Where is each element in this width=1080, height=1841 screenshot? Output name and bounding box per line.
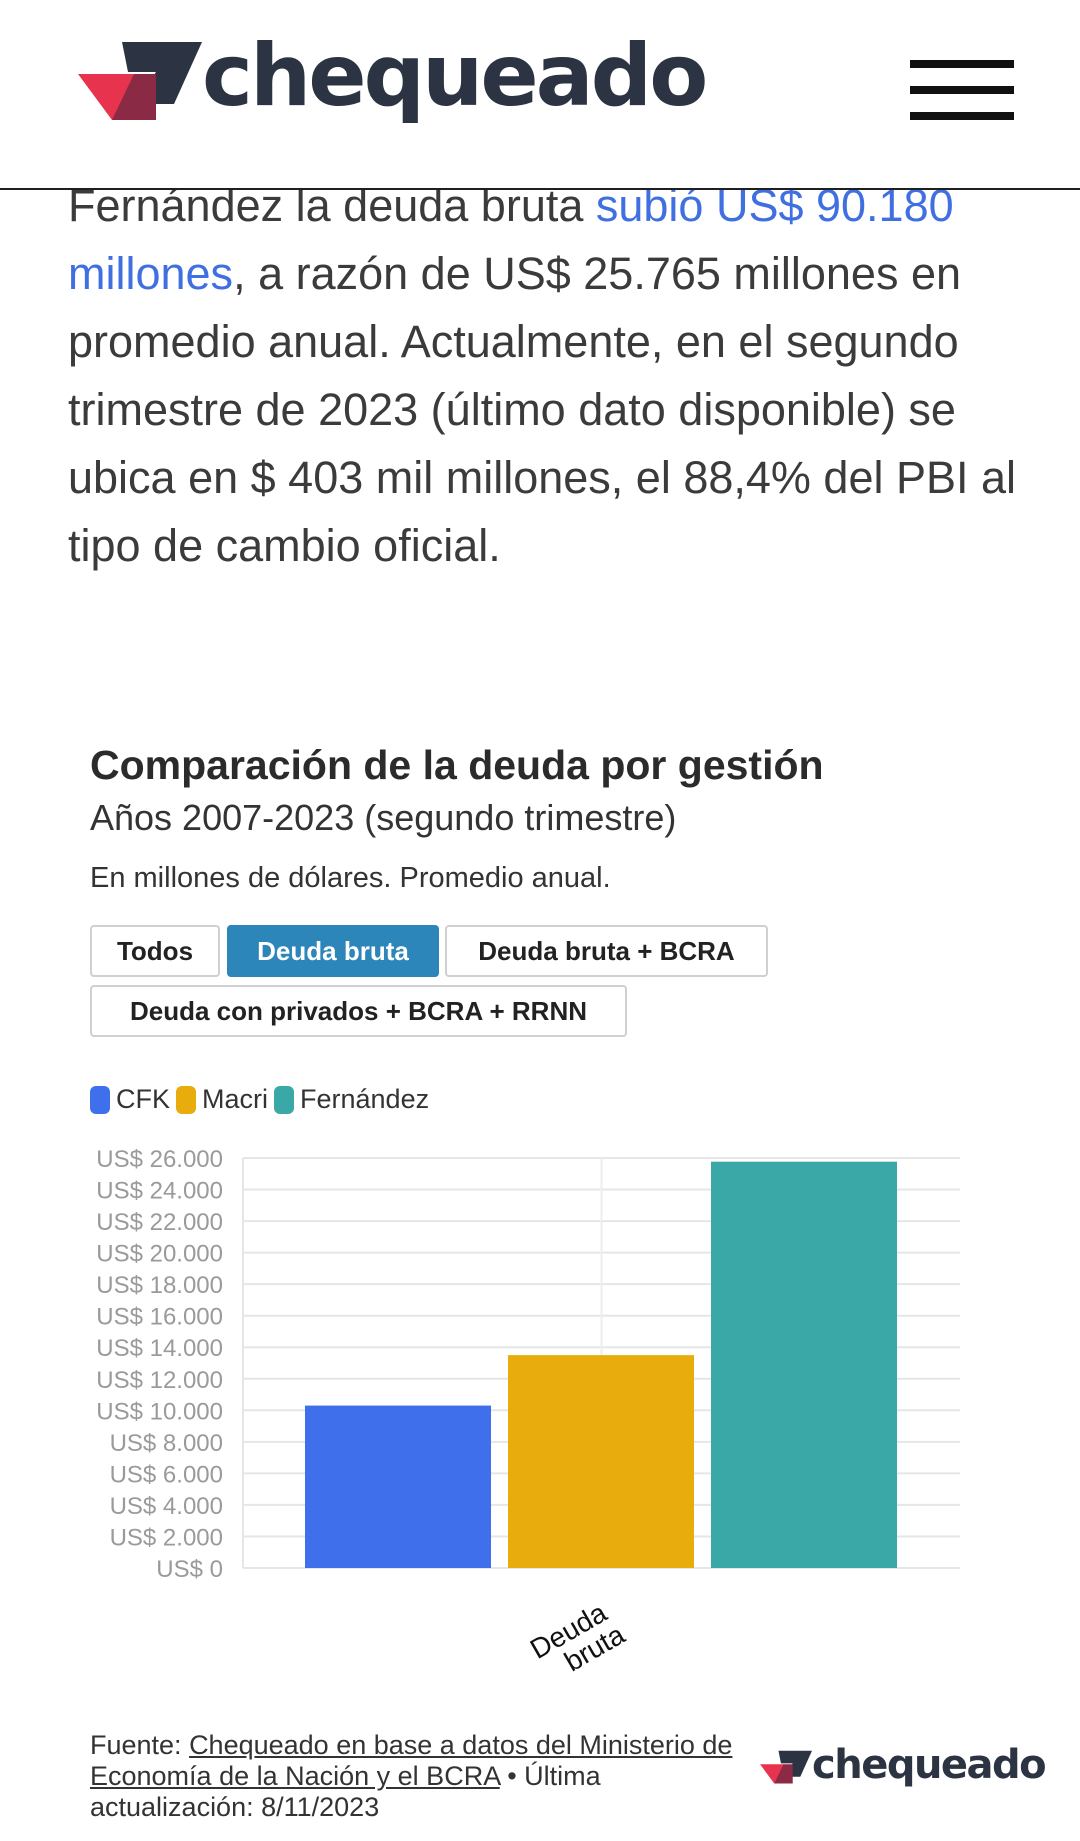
y-tick-label: US$ 6.000 xyxy=(110,1461,223,1488)
chart-source: Fuente: Chequeado en base a datos del Mi… xyxy=(90,1730,770,1823)
tab-deuda-privados-bcra-rrnn[interactable]: Deuda con privados + BCRA + RRNN xyxy=(90,985,627,1037)
article-paragraph: Fernández la deuda bruta subió US$ 90.18… xyxy=(68,172,1028,580)
y-tick-label: US$ 10.000 xyxy=(96,1398,223,1425)
chequeado-logo[interactable]: chequeado xyxy=(78,26,708,126)
tab-deuda-bruta-bcra[interactable]: Deuda bruta + BCRA xyxy=(445,925,768,977)
source-link[interactable]: Chequeado en base a datos del Ministerio… xyxy=(90,1730,733,1791)
chart-title: Comparación de la deuda por gestión xyxy=(90,742,824,788)
chart-legend: CFK Macri Fernández xyxy=(90,1084,435,1115)
chequeado-logo-mark-icon xyxy=(760,1750,812,1784)
chequeado-footer-logo[interactable]: chequeado xyxy=(760,1742,1047,1788)
chequeado-logo-mark-icon xyxy=(78,42,202,120)
legend-label-macri: Macri xyxy=(202,1084,268,1114)
legend-swatch-macri xyxy=(176,1085,196,1114)
tab-deuda-bruta[interactable]: Deuda bruta xyxy=(227,925,439,977)
y-tick-label: US$ 8.000 xyxy=(110,1430,223,1457)
y-tick-label: US$ 18.000 xyxy=(96,1272,223,1299)
y-tick-label: US$ 22.000 xyxy=(96,1209,223,1236)
bar-cfk xyxy=(305,1405,491,1568)
y-tick-label: US$ 26.000 xyxy=(96,1146,223,1173)
hamburger-menu-icon[interactable] xyxy=(910,60,1014,122)
footer-logo-wordmark: chequeado xyxy=(812,1742,1047,1788)
bar-macri xyxy=(508,1355,694,1568)
article-text-after: , a razón de US$ 25.765 millones en prom… xyxy=(68,248,1017,571)
y-tick-label: US$ 0 xyxy=(156,1556,223,1583)
chart-subtitle: Años 2007-2023 (segundo trimestre) xyxy=(90,797,677,838)
x-tick-label: Deudabruta xyxy=(525,1594,630,1689)
y-tick-label: US$ 2.000 xyxy=(110,1524,223,1551)
legend-swatch-cfk xyxy=(90,1085,110,1114)
bar-fernández xyxy=(711,1161,897,1568)
legend-item-cfk[interactable]: CFK xyxy=(90,1084,170,1115)
legend-item-macri[interactable]: Macri xyxy=(176,1084,268,1115)
site-header: chequeado xyxy=(0,0,1080,190)
y-tick-label: US$ 20.000 xyxy=(96,1241,223,1268)
y-tick-label: US$ 16.000 xyxy=(96,1304,223,1331)
source-label: Fuente: xyxy=(90,1730,190,1760)
legend-item-fernandez[interactable]: Fernández xyxy=(274,1084,429,1115)
chart-widget: Comparación de la deuda por gestión Años… xyxy=(90,740,1010,896)
y-tick-label: US$ 14.000 xyxy=(96,1335,223,1362)
chart-description: En millones de dólares. Promedio anual. xyxy=(90,862,611,894)
legend-label-fernandez: Fernández xyxy=(300,1084,430,1114)
logo-wordmark: chequeado xyxy=(202,26,708,126)
tab-todos[interactable]: Todos xyxy=(90,925,220,977)
legend-swatch-fernandez xyxy=(274,1085,294,1114)
y-tick-label: US$ 4.000 xyxy=(110,1493,223,1520)
update-text: • Última actualización: 8/11/2023 xyxy=(90,1761,601,1822)
y-tick-label: US$ 12.000 xyxy=(96,1367,223,1394)
bar-chart: US$ 0 US$ 2.000 US$ 4.000 US$ 6.000 US$ 8.00… xyxy=(96,1146,960,1689)
y-tick-label: US$ 24.000 xyxy=(96,1178,223,1205)
legend-label-cfk: CFK xyxy=(116,1084,170,1114)
